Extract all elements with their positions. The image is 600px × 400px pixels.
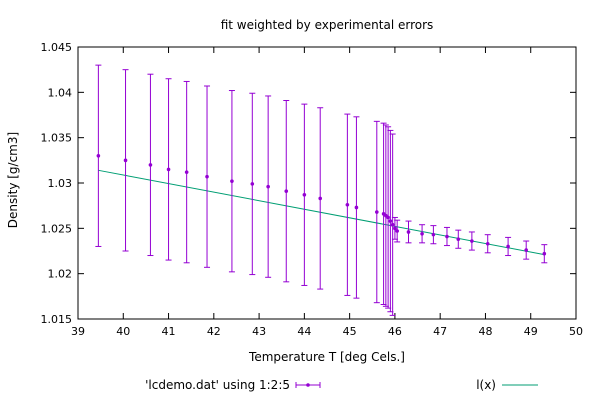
data-point <box>445 234 449 239</box>
legend: 'lcdemo.dat' using 1:2:5 l(x) <box>145 378 538 392</box>
data-point <box>388 219 393 223</box>
data-point <box>506 244 510 249</box>
data-point-group <box>183 80 190 264</box>
series-layer <box>95 64 548 316</box>
data-point <box>431 232 436 237</box>
data-point-group <box>147 73 154 257</box>
data-point <box>148 163 153 167</box>
x-tick-label: 43 <box>252 325 266 338</box>
data-point <box>345 202 350 207</box>
data-point <box>284 189 289 193</box>
data-point-group <box>468 231 475 251</box>
plot-frame <box>77 46 577 320</box>
data-point-group <box>122 69 129 252</box>
data-point-group <box>387 129 394 313</box>
data-point-group <box>391 216 398 240</box>
data-point-group <box>165 78 172 261</box>
data-point <box>406 230 411 234</box>
data-point <box>205 174 209 179</box>
y-tick-label: 1.025 <box>41 222 73 235</box>
data-point-group <box>430 225 437 245</box>
y-tick-label: 1.03 <box>48 177 73 190</box>
data-point <box>266 184 270 189</box>
data-point-group <box>394 219 401 243</box>
data-point-group <box>95 64 102 247</box>
x-tick-label: 48 <box>478 325 492 338</box>
data-point <box>230 179 234 183</box>
data-point <box>375 210 379 214</box>
data-point <box>456 237 461 242</box>
x-tick-label: 50 <box>569 325 583 338</box>
data-point <box>318 196 323 201</box>
x-tick-label: 45 <box>343 325 357 338</box>
data-point-group <box>265 95 272 278</box>
data-point <box>542 251 547 256</box>
data-point <box>390 222 395 227</box>
data-point-group <box>301 103 308 286</box>
y-tick-label: 1.015 <box>41 313 73 326</box>
legend-label-data: 'lcdemo.dat' using 1:2:5 <box>145 378 290 392</box>
data-point-group <box>389 133 396 316</box>
data-point <box>166 167 171 172</box>
data-point <box>470 239 474 243</box>
data-point-group <box>353 116 360 299</box>
data-point-group <box>455 229 462 249</box>
data-point <box>123 158 128 163</box>
y-tick-label: 1.04 <box>48 86 73 99</box>
data-point-group <box>484 234 491 254</box>
data-point-group <box>419 224 426 244</box>
data-point-group <box>283 99 290 283</box>
y-tick-label: 1.035 <box>41 132 73 145</box>
x-tick-label: 49 <box>524 325 538 338</box>
data-point-group <box>373 120 380 304</box>
data-point-group <box>405 220 412 244</box>
data-point <box>393 226 397 231</box>
x-tick-label: 46 <box>388 325 402 338</box>
x-axis-label: Temperature T [deg Cels.] <box>248 350 405 364</box>
legend-sample-point <box>306 383 310 387</box>
x-tick-label: 39 <box>71 325 85 338</box>
data-point <box>302 192 307 197</box>
y-axis-label: Density [g/cm3] <box>6 132 20 228</box>
fit-line <box>98 169 545 256</box>
data-point-group <box>317 107 324 290</box>
chart-title: fit weighted by experimental errors <box>221 18 434 32</box>
data-point <box>386 215 390 220</box>
data-point-group <box>249 92 256 276</box>
data-point <box>184 170 189 174</box>
x-tick-label: 41 <box>162 325 176 338</box>
data-point <box>395 229 399 233</box>
data-point <box>354 205 359 210</box>
y-tick-label: 1.045 <box>41 41 73 54</box>
data-point-group <box>541 244 548 264</box>
data-point <box>420 231 424 236</box>
ticks-layer: 39 40 41 42 43 44 45 46 47 48 49 50 1.015 1.02 1.025 1.… <box>41 41 584 338</box>
data-point-group <box>204 85 211 268</box>
data-point-group <box>443 226 450 247</box>
y-tick-label: 1.02 <box>48 268 73 281</box>
data-point-group <box>523 240 530 260</box>
x-tick-label: 42 <box>207 325 221 338</box>
data-point-group <box>228 90 235 273</box>
x-tick-label: 47 <box>433 325 447 338</box>
data-point <box>485 241 490 246</box>
data-point-group <box>505 236 512 257</box>
data-point <box>96 154 101 158</box>
data-point <box>524 248 528 252</box>
data-point-group <box>344 113 351 296</box>
x-tick-label: 40 <box>116 325 130 338</box>
legend-label-fit: l(x) <box>476 378 496 392</box>
data-point <box>250 182 255 186</box>
x-tick-label: 44 <box>297 325 311 338</box>
